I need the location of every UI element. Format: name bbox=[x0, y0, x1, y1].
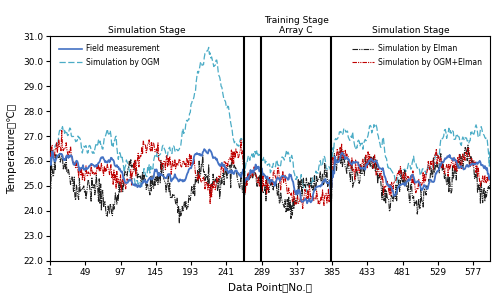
Text: Training Stage
Array C: Training Stage Array C bbox=[264, 16, 328, 35]
Legend: Simulation by Elman, Simulation by OGM+Elman: Simulation by Elman, Simulation by OGM+E… bbox=[348, 41, 486, 70]
Text: Simulation Stage: Simulation Stage bbox=[372, 26, 450, 35]
X-axis label: Data Point（No.）: Data Point（No.） bbox=[228, 282, 312, 292]
Text: Simulation Stage: Simulation Stage bbox=[108, 26, 186, 35]
Y-axis label: Temperature（℃）: Temperature（℃） bbox=[8, 103, 18, 194]
